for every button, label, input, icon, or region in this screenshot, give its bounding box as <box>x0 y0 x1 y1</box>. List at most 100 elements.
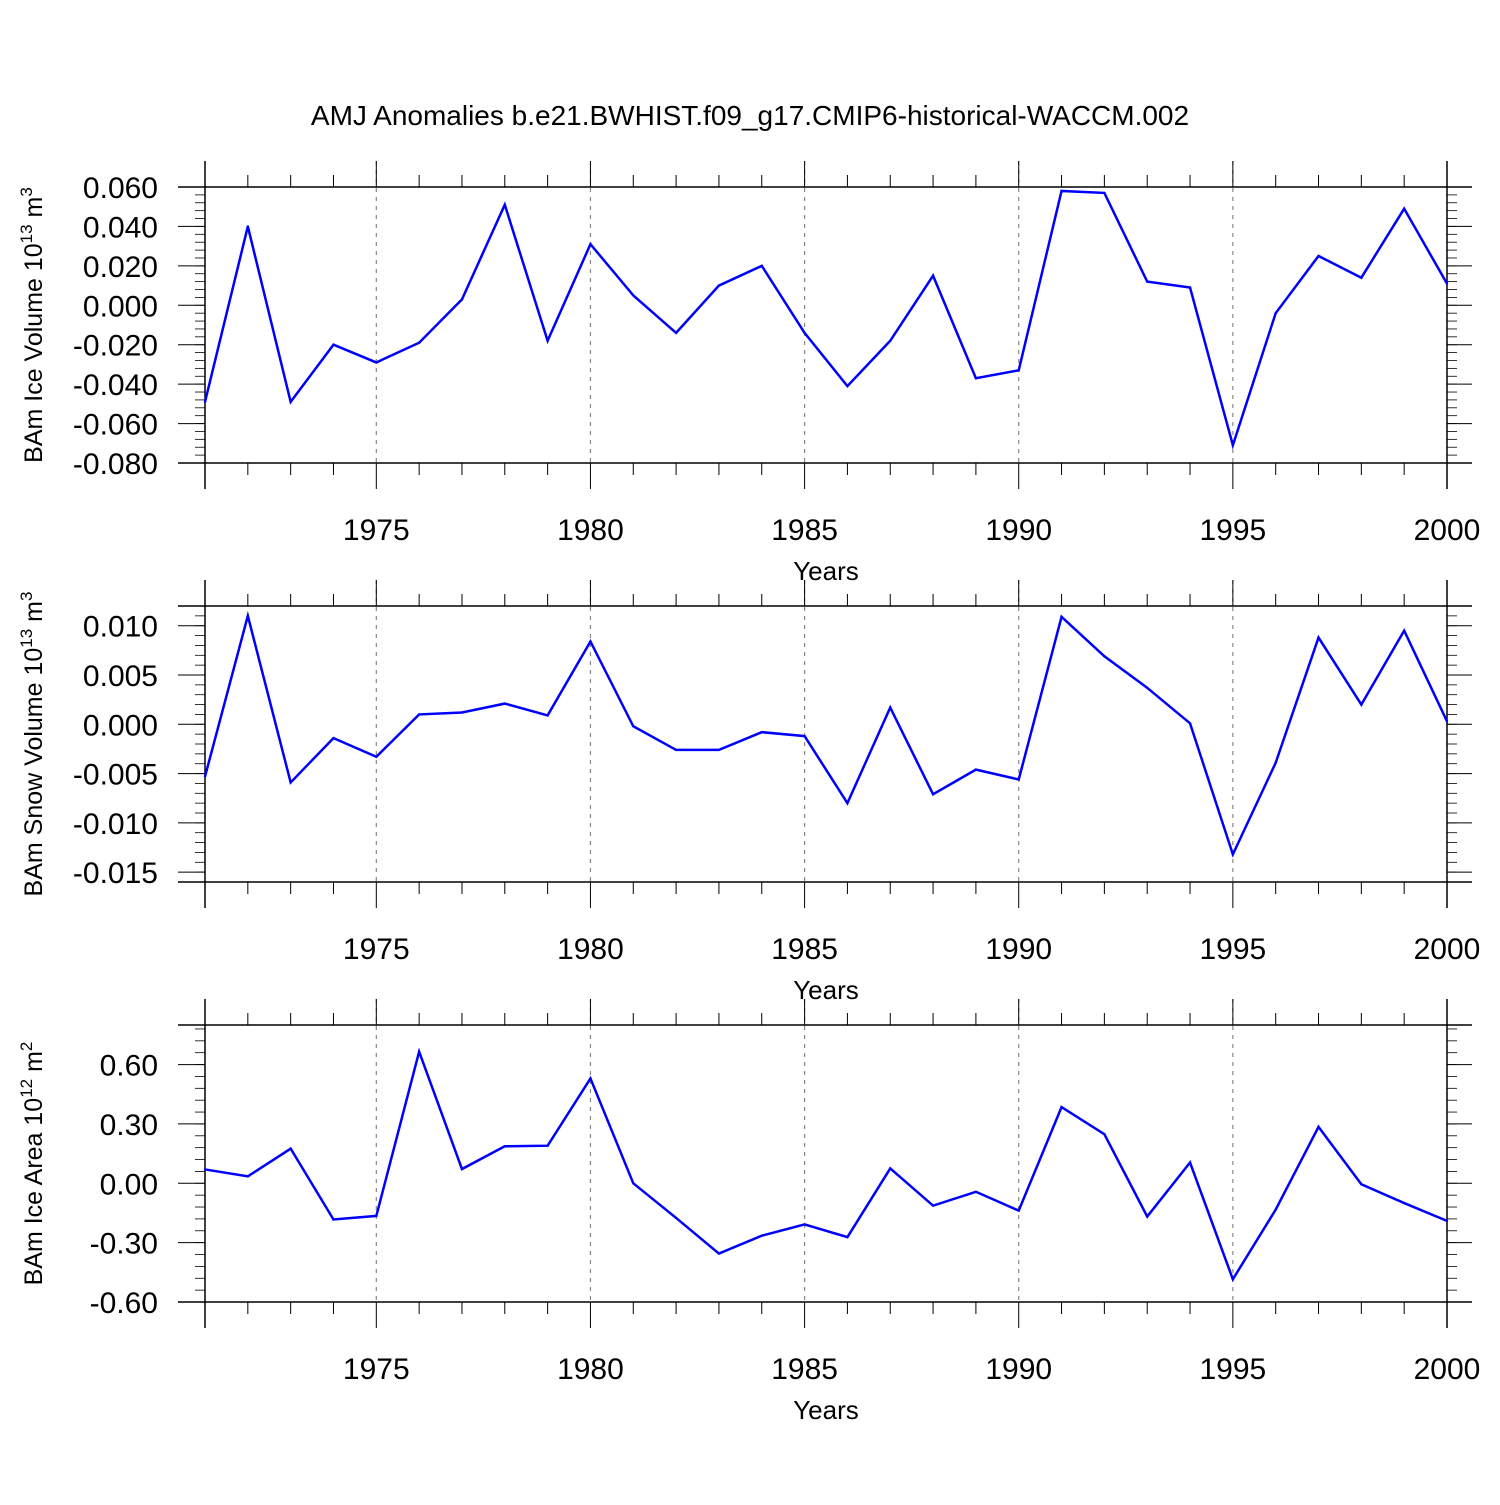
data-point <box>460 298 464 301</box>
data-point <box>1017 778 1020 781</box>
y-tick-label: -0.010 <box>73 808 158 841</box>
y-axis-label-superscript: 2 <box>17 1042 36 1051</box>
data-point <box>589 242 592 246</box>
y-tick-label: -0.015 <box>73 857 158 890</box>
data-point <box>1231 1278 1235 1281</box>
data-point <box>589 640 592 643</box>
data-point <box>503 702 506 705</box>
data-point <box>846 384 849 388</box>
y-tick-label: -0.020 <box>73 330 158 363</box>
x-tick-label: 1990 <box>985 933 1052 966</box>
data-point <box>375 755 378 759</box>
y-axis-label-superscript: 3 <box>17 187 36 196</box>
data-point <box>1060 615 1063 619</box>
y-tick-label: 0.00 <box>100 1168 158 1201</box>
x-tick-label: 1985 <box>771 514 838 547</box>
data-point <box>1317 254 1320 258</box>
data-point <box>846 1235 849 1239</box>
data-point <box>546 1144 549 1147</box>
y-axis-label: BAm Ice Volume 1013 m3 <box>17 187 48 463</box>
y-tick-label: 0.010 <box>83 611 158 644</box>
data-point <box>503 1145 506 1148</box>
x-tick-label: 1990 <box>985 1353 1052 1386</box>
y-axis-label-superscript: 13 <box>17 224 36 243</box>
x-tick-label: 2000 <box>1414 1353 1481 1386</box>
data-point <box>332 736 335 740</box>
x-tick-label: 1985 <box>771 1353 838 1386</box>
data-point <box>546 339 549 342</box>
data-point <box>1360 703 1363 706</box>
data-point <box>203 775 207 778</box>
data-point <box>246 225 250 228</box>
series-line <box>203 610 1449 858</box>
data-point <box>674 748 678 752</box>
data-point <box>632 1182 635 1185</box>
data-point <box>503 203 506 206</box>
data-point <box>417 1050 421 1053</box>
x-tick-label: 1995 <box>1199 514 1266 547</box>
data-point <box>674 331 678 335</box>
series-line <box>204 1047 1448 1283</box>
data-point <box>803 331 806 335</box>
y-tick-label: 0.040 <box>83 211 158 244</box>
x-tick-label: 1975 <box>343 514 410 547</box>
y-axis-label: BAm Snow Volume 1013 m3 <box>17 592 48 897</box>
x-tick-label: 1995 <box>1199 933 1266 966</box>
data-point <box>889 339 892 342</box>
y-tick-label: 0.30 <box>100 1109 158 1142</box>
data-point <box>375 361 378 364</box>
data-point <box>1317 636 1320 639</box>
y-tick-label: -0.040 <box>73 369 158 402</box>
x-axis-label: Years <box>793 975 859 1005</box>
data-point <box>1445 1219 1449 1223</box>
y-tick-label: 0.000 <box>83 290 158 323</box>
data-point <box>589 1077 592 1080</box>
y-tick-label: -0.30 <box>90 1228 158 1261</box>
data-point <box>1402 629 1406 632</box>
x-tick-label: 1995 <box>1199 1353 1266 1386</box>
data-point <box>1274 311 1277 315</box>
y-tick-label: 0.000 <box>83 709 158 742</box>
data-point <box>674 1216 678 1220</box>
data-point <box>931 793 935 796</box>
x-axis-label: Years <box>793 1395 859 1425</box>
data-point <box>1188 722 1192 725</box>
y-axis-label-superscript: 3 <box>17 592 36 601</box>
x-tick-label: 1975 <box>343 1353 410 1386</box>
data-point <box>546 714 549 717</box>
data-point <box>289 400 292 404</box>
data-point <box>332 343 335 346</box>
y-axis-label-text: BAm Ice Volume 10 <box>20 243 48 463</box>
y-tick-label: 0.060 <box>83 172 158 205</box>
data-point <box>717 1252 721 1255</box>
series-line <box>203 189 1449 450</box>
data-point <box>289 1147 292 1150</box>
chart-panel-3: -0.60 -0.30 0.00 0.30 0.60 1975 1980 1985 1990 19… <box>17 999 1480 1425</box>
x-tick-label: 1990 <box>985 514 1052 547</box>
data-point <box>717 284 721 287</box>
x-tick-label: 2000 <box>1414 933 1481 966</box>
data-point <box>1274 761 1277 764</box>
y-tick-label: 0.020 <box>83 251 158 284</box>
y-tick-label: 0.60 <box>100 1050 158 1083</box>
data-point <box>203 1168 207 1171</box>
y-axis-label-text: m <box>20 601 48 629</box>
data-point <box>1360 276 1363 279</box>
y-tick-label: -0.60 <box>90 1287 158 1320</box>
data-point <box>974 768 978 771</box>
data-point <box>1274 1208 1277 1211</box>
chart-panel-1: -0.080 -0.060 -0.040 -0.020 0.000 0.020 0.040 0… <box>17 161 1480 586</box>
x-tick-label: 1985 <box>771 933 838 966</box>
data-point <box>846 801 849 805</box>
data-point <box>246 1175 250 1178</box>
data-point <box>889 706 892 709</box>
data-point <box>1231 444 1235 447</box>
data-point <box>417 341 421 344</box>
data-point <box>203 400 207 404</box>
data-point <box>1402 1201 1406 1205</box>
data-point <box>1188 1161 1192 1164</box>
data-point <box>460 711 464 714</box>
data-point <box>246 614 250 618</box>
